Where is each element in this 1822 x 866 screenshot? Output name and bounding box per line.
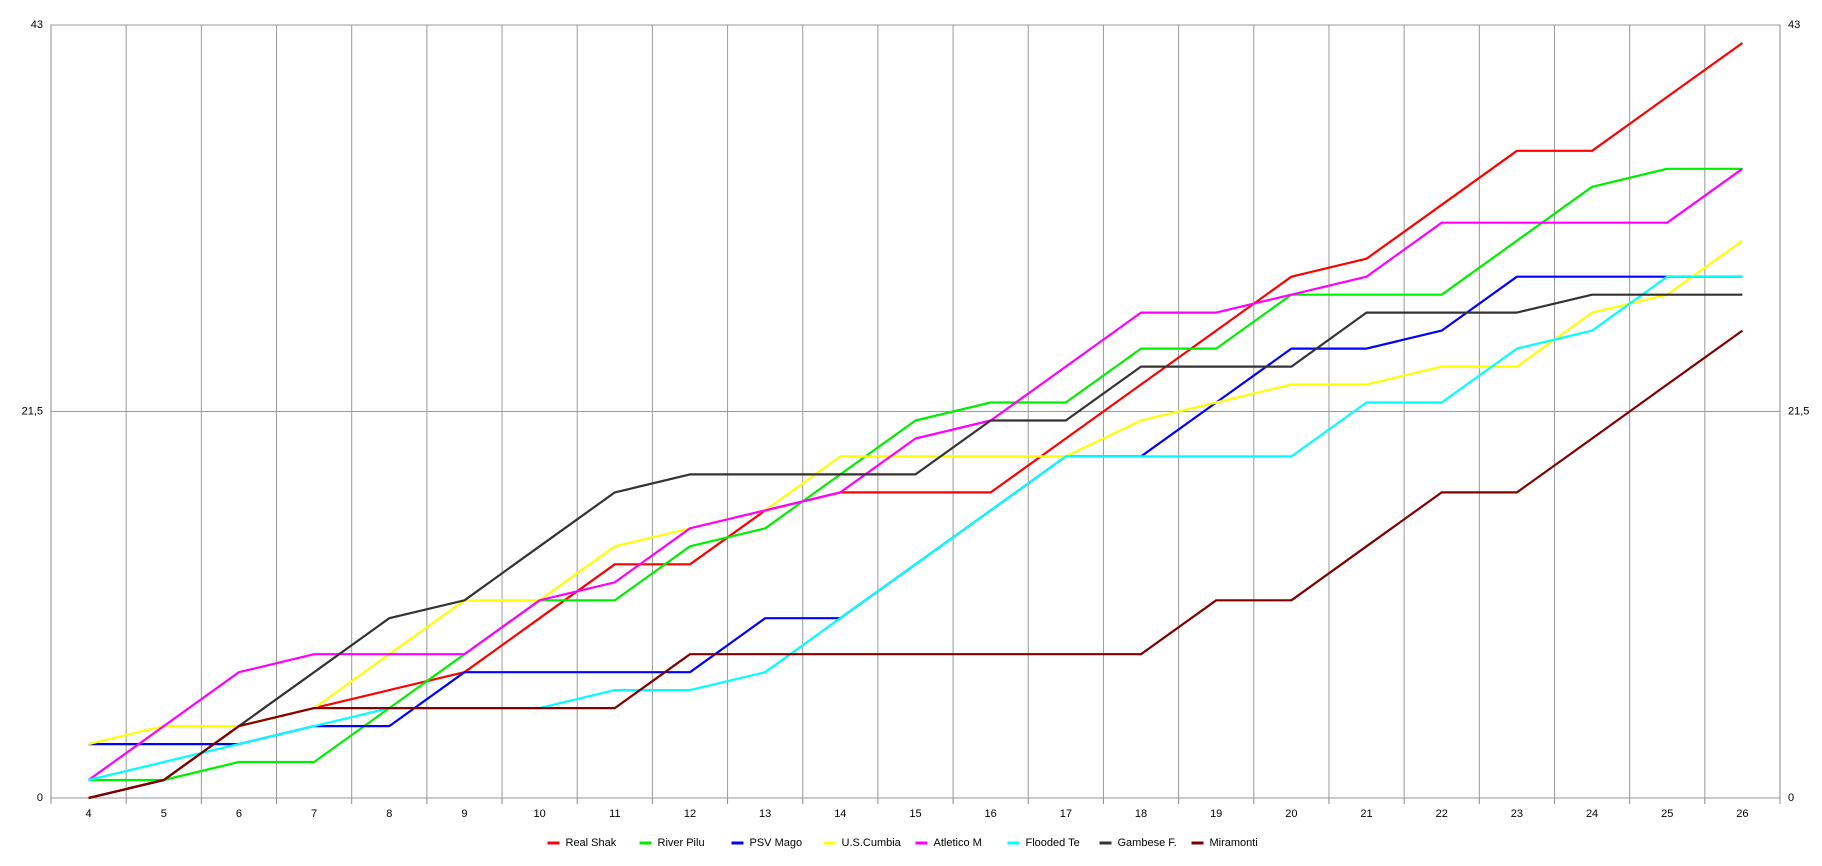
x-tick-label: 17	[1060, 808, 1072, 820]
x-tick-label: 23	[1511, 808, 1523, 820]
series-line	[88, 42, 1744, 800]
series-line	[87, 167, 1744, 781]
y-tick-label: 21,5	[22, 405, 43, 417]
x-tick-label: 12	[684, 808, 696, 820]
series-line	[88, 293, 1743, 800]
y2-tick-label: 0	[1788, 792, 1794, 804]
legend-label: Miramonti	[1210, 837, 1258, 849]
series-line	[88, 329, 1744, 800]
legend: Real Shak River Pilu PSV Mago U.S.Cumbia Atl…	[547, 837, 1258, 849]
x-tick-label: 25	[1661, 808, 1673, 820]
x-tick-label: 24	[1586, 808, 1598, 820]
series-line	[88, 239, 1744, 746]
x-tick-label: 11	[609, 808, 620, 820]
x-tick-label: 8	[386, 808, 392, 820]
x-tick-label: 21	[1360, 808, 1372, 820]
x-tick-label: 18	[1135, 808, 1147, 820]
y-tick-label: 43	[31, 19, 43, 31]
legend-label: Flooded Te	[1026, 837, 1080, 849]
x-tick-label: 10	[534, 808, 546, 820]
legend-label: River Pilu	[658, 837, 705, 849]
legend-label: PSV Mago	[750, 837, 803, 849]
x-tick-label: 22	[1436, 808, 1448, 820]
legend-label: U.S.Cumbia	[842, 837, 902, 849]
x-tick-label: 6	[236, 808, 242, 820]
x-tick-label: 16	[985, 808, 997, 820]
x-tick-label: 15	[909, 808, 921, 820]
legend-label: Atletico M	[934, 837, 982, 849]
x-tick-label: 19	[1210, 808, 1222, 820]
x-tick-label: 13	[759, 808, 771, 820]
x-tick-label: 5	[161, 808, 167, 820]
x-tick-label: 7	[311, 808, 317, 820]
series-line	[88, 275, 1743, 782]
legend-label: Real Shak	[566, 837, 617, 849]
legend-label: Gambese F.	[1118, 837, 1177, 849]
y-tick-label: 0	[37, 792, 43, 804]
y2-tick-label: 21,5	[1788, 405, 1809, 417]
x-tick-label: 26	[1736, 808, 1748, 820]
x-tick-label: 14	[834, 808, 846, 820]
y2-tick-label: 43	[1788, 19, 1800, 31]
x-tick-label: 4	[86, 808, 92, 820]
x-tick-label: 20	[1285, 808, 1297, 820]
x-tick-label: 9	[461, 808, 467, 820]
